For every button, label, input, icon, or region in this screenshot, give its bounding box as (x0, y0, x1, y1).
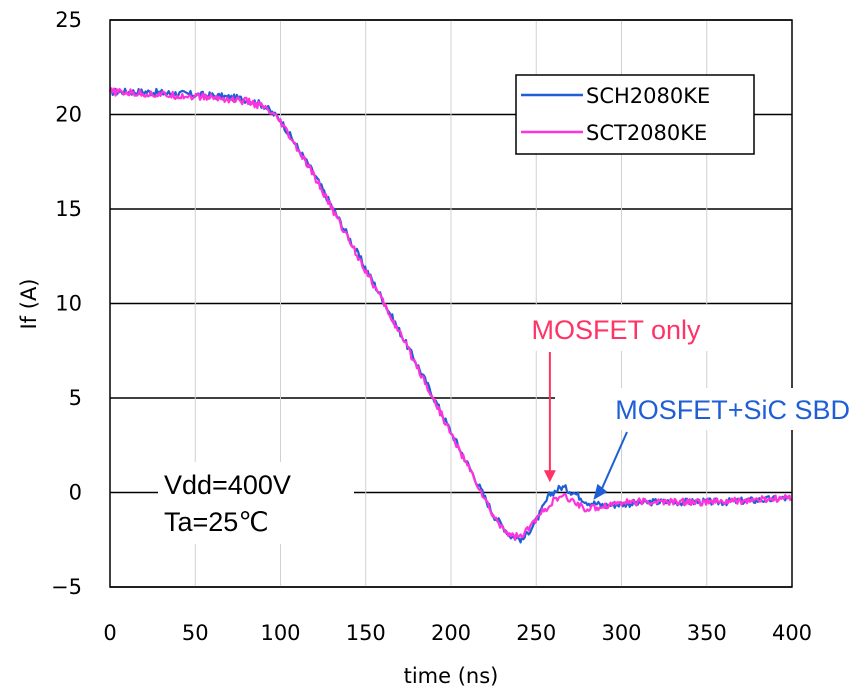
y-tick-label: 10 (55, 292, 82, 316)
x-tick-label: 0 (103, 621, 116, 645)
y-tick-label: 20 (55, 103, 82, 127)
x-tick-label: 150 (346, 621, 386, 645)
y-tick-label: −5 (51, 575, 82, 599)
annotations: MOSFET only MOSFET+SiC SBD (493, 305, 851, 500)
legend: SCH2080KE SCT2080KE (515, 74, 755, 155)
test-conditions: Vdd=400V Ta=25℃ (158, 462, 354, 544)
plot-border (109, 19, 793, 588)
plot-frame (109, 19, 793, 588)
x-axis-label: time (ns) (404, 664, 499, 688)
annotation-mosfet-sic-sbd: MOSFET+SiC SBD (615, 395, 850, 425)
x-tick-label: 50 (182, 621, 209, 645)
annotation-mosfet-only: MOSFET only (531, 315, 701, 345)
annotation-arrow-mosfet-sic-sbd (600, 431, 628, 491)
condition-vdd: Vdd=400V (164, 470, 291, 500)
y-tick-label: 0 (69, 481, 82, 505)
x-tick-label: 300 (601, 621, 641, 645)
y-tick-label: 25 (55, 8, 82, 32)
annotation-arrowhead-mosfet-only (543, 470, 556, 483)
series-line-sct2080ke (108, 87, 792, 541)
annotation-background-mosfet-sic-sbd (555, 388, 851, 430)
x-tick-labels: 0 50 100 150 200 250 300 350 400 (103, 621, 812, 645)
x-tick-label: 350 (687, 621, 727, 645)
x-tick-label: 100 (260, 621, 300, 645)
annotation-background-mosfet-only (493, 305, 739, 351)
x-tick-label: 250 (516, 621, 556, 645)
conditions-background (158, 462, 354, 544)
y-tick-labels: −5 0 5 10 15 20 25 (51, 8, 82, 599)
legend-label-sch2080ke: SCH2080KE (586, 84, 710, 108)
y-axis-label: If (A) (17, 278, 41, 329)
x-tick-label: 400 (772, 621, 812, 645)
annotation-arrowhead-mosfet-sic-sbd (593, 483, 608, 500)
y-tick-label: 5 (69, 386, 82, 410)
legend-box (515, 74, 755, 155)
condition-ta: Ta=25℃ (164, 507, 269, 537)
x-tick-label: 200 (431, 621, 471, 645)
gridlines (109, 19, 793, 588)
data-curves (108, 87, 792, 544)
legend-label-sct2080ke: SCT2080KE (586, 121, 707, 145)
y-tick-label: 15 (55, 197, 82, 221)
